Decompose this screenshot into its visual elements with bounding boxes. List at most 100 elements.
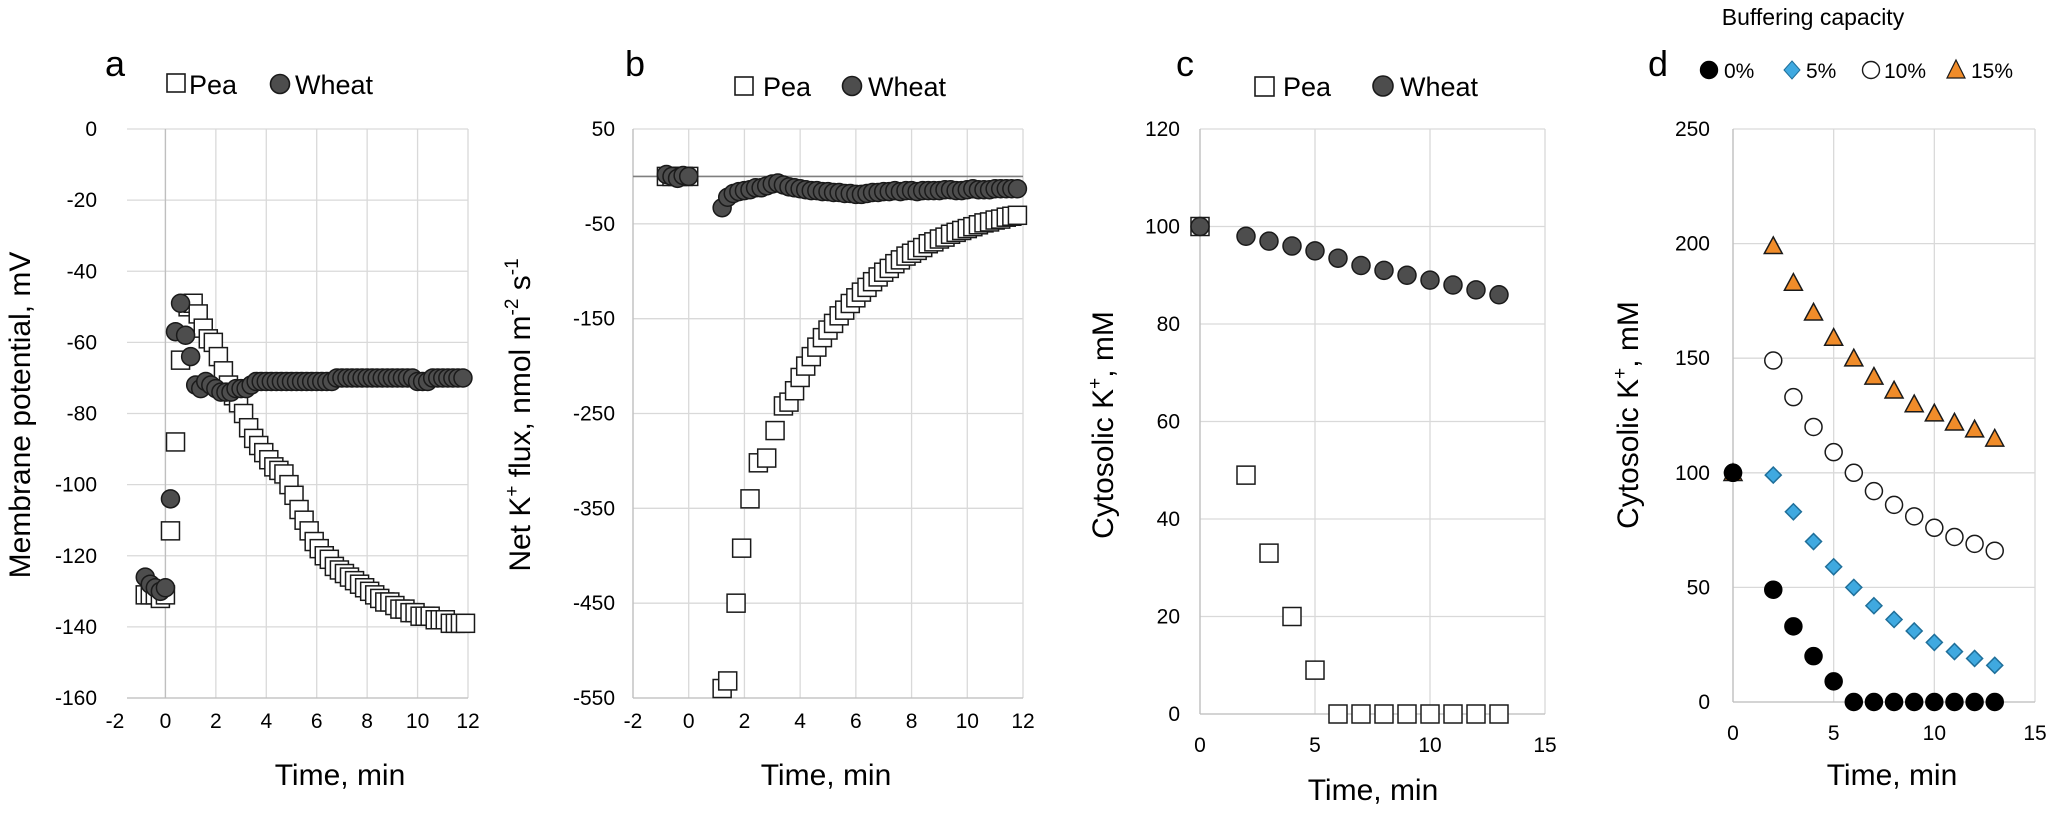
x-tick-label: 0 [1727,722,1739,745]
c-wheat-point [1305,241,1325,261]
panel-d-y-label-sup: + [1610,368,1631,379]
panel-b-x-ticks: -2 0 2 4 6 8 10 12 [624,710,1035,733]
y-tick-label: -150 [573,308,615,331]
d-0pct-point [1784,617,1803,636]
y-tick-label: 20 [1157,606,1180,629]
panel-b-y-label: Net K+ flux, nmol m-2 s-1 [502,258,537,571]
panel-a-marks [135,293,476,634]
panel-a-x-ticks: -2 0 2 4 6 8 10 12 [106,710,480,733]
a-wheat-point [175,325,196,346]
legend-15pct-marker [1946,58,1966,79]
b-wheat-point [678,166,699,187]
c-pea-point [1420,704,1440,724]
y-tick-label: -80 [67,403,97,426]
d-10pct-point [1824,442,1843,462]
y-tick-label: -20 [67,189,97,212]
legend-wheat-label: Wheat [295,70,374,100]
y-tick-label: 0 [85,118,97,141]
x-tick-label: 6 [311,710,323,733]
c-wheat-point [1489,285,1509,305]
y-tick-label: -120 [55,545,97,568]
c-wheat-point [1236,226,1256,246]
x-tick-label: 8 [906,710,918,733]
x-tick-label: 10 [956,710,979,733]
c-pea-point [1374,704,1394,724]
legend-5pct-label: 5% [1806,60,1836,83]
d-10pct-point [1804,417,1823,437]
panel-d: Buffering capacity d 0% 5% 10% 15% 05010… [1610,4,2047,792]
legend-0pct-label: 0% [1724,60,1754,83]
d-10pct-point [1985,541,2004,560]
d-5pct-point [1905,621,1924,641]
a-wheat-point [180,346,201,367]
panel-b-x-label: Time, min [761,759,892,792]
x-tick-label: 2 [210,710,222,733]
panel-a-y-ticks: 0 -20 -40 -60 -80 -100 -120 -140 -160 [55,118,97,710]
legend-5pct-marker [1783,60,1801,80]
x-tick-label: 10 [1923,722,1946,745]
x-tick-label: 12 [1011,710,1034,733]
d-0pct-point [1985,692,2004,712]
d-0pct-point [1904,692,1924,712]
c-pea-point [1443,704,1463,724]
legend-wheat-marker [269,73,291,95]
panel-d-y-ticks: 0 50 100 150 200 250 [1675,118,1710,714]
panel-c-y-label-part2: , mM [1087,311,1120,378]
b-wheat-point [1007,178,1028,199]
x-tick-label: 0 [160,710,172,733]
panel-a-letter: a [105,43,126,84]
d-0pct-point [1864,692,1884,712]
legend-pea-label: Pea [763,72,812,102]
panel-a: a Pea Wheat 0-20-40-60-80-100-120-140-16… [4,43,480,792]
c-pea-point [1351,704,1371,724]
y-tick-label: -40 [67,260,97,283]
panel-c-y-label-part1: Cytosolic K [1087,389,1120,539]
d-0pct-point [1945,692,1964,712]
legend-0pct-marker [1699,60,1719,80]
b-pea-point [726,593,746,613]
legend-10pct-label: 10% [1884,60,1926,83]
d-15pct-point [1883,379,1905,399]
y-tick-label: 80 [1157,313,1180,336]
y-tick-label: -60 [67,331,97,354]
d-5pct-point [1925,633,1944,652]
a-pea-point [160,521,181,541]
b-pea-point [731,538,752,558]
c-pea-point [1489,704,1509,724]
d-15pct-point [1823,326,1844,346]
y-tick-label: 50 [1687,576,1710,599]
d-5pct-point [1885,610,1904,629]
panel-d-title: Buffering capacity [1722,4,1905,30]
d-5pct-point [1784,502,1803,521]
c-wheat-point [1190,216,1210,237]
x-tick-label: 12 [456,710,479,733]
c-pea-point [1236,465,1256,485]
d-15pct-point [1984,427,2005,447]
panel-d-marks [1722,235,2005,712]
y-tick-label: 200 [1675,233,1710,256]
panel-b-y-label-part2: flux, nmol m [504,315,537,485]
b-pea-point [756,448,777,468]
panel-d-x-ticks: 0 5 10 15 [1727,722,2047,745]
panel-b-y-label-sup2: -2 [502,299,523,316]
panel-b-y-ticks: 50 -50 -150 -250 -350 -450 -550 [573,118,615,710]
c-wheat-point [1466,280,1486,300]
x-tick-label: 4 [260,710,272,733]
d-15pct-point [1763,235,1784,255]
panel-d-x-label: Time, min [1827,759,1958,792]
d-5pct-point [1804,532,1823,551]
a-wheat-point [160,489,181,509]
d-10pct-point [1844,463,1864,483]
d-5pct-point [1864,596,1883,615]
x-tick-label: 10 [1418,734,1441,757]
c-pea-point [1328,704,1348,724]
y-tick-label: 0 [1698,691,1710,714]
x-tick-label: 5 [1309,734,1321,757]
panel-c-x-label: Time, min [1308,774,1439,807]
legend-wheat-marker [841,75,863,97]
b-pea-point [1007,205,1028,226]
y-tick-label: 120 [1145,118,1180,141]
d-10pct-point [1965,534,1984,554]
d-0pct-point [1884,692,1904,712]
